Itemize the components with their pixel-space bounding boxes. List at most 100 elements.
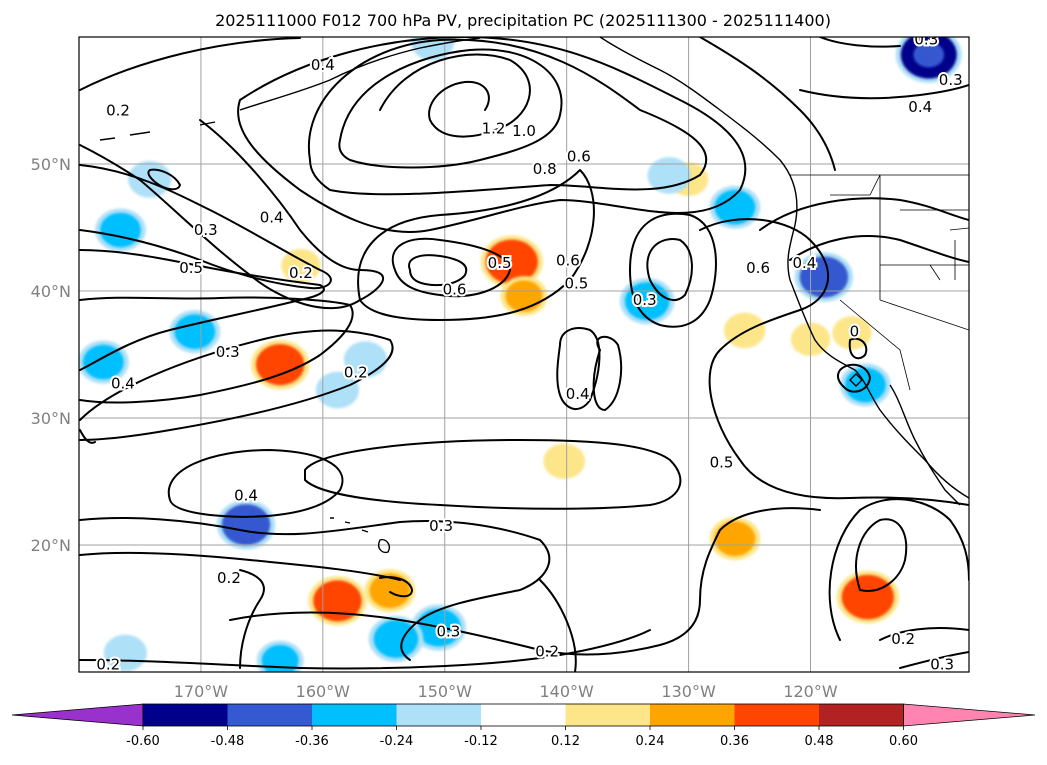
precip-blob-core xyxy=(913,42,945,68)
contour-label: 0.3 xyxy=(939,71,963,89)
contour-label: 0.4 xyxy=(311,56,335,74)
coastline-alaska-chain xyxy=(239,37,481,111)
colorbar-tick-label: -0.12 xyxy=(464,734,498,749)
pv-contour xyxy=(391,237,511,298)
colorbar-extend-min xyxy=(11,703,144,727)
pv-contour xyxy=(556,327,601,410)
pv-contour xyxy=(357,169,595,321)
contour-label: 0.4 xyxy=(792,254,816,272)
lat-tick-label: 30°N xyxy=(31,409,71,428)
pv-contour xyxy=(379,53,531,138)
pv-contour xyxy=(408,254,468,287)
state-borders xyxy=(790,174,969,391)
pv-contour xyxy=(646,238,693,301)
contour-label: 0.3 xyxy=(930,655,954,673)
pv-contour xyxy=(759,197,969,231)
contour-label: 0.3 xyxy=(429,517,453,535)
gridlines xyxy=(79,37,969,672)
contour-label: 0.2 xyxy=(96,655,120,673)
contour-label: 0.6 xyxy=(556,252,580,270)
contour-label: 0.3 xyxy=(633,291,657,309)
contour-label: 0.3 xyxy=(914,31,938,49)
pv-contour xyxy=(899,651,969,669)
pv-contour xyxy=(79,429,96,444)
map-area: 0.4 0.2 1.2 1.0 0.8 0.6 0.4 0.3 0.5 0.2 0.5 0.6 0.5 0… xyxy=(79,31,969,673)
lat-tick-label: 50°N xyxy=(31,155,71,174)
contour-label: 0.2 xyxy=(891,630,915,648)
contour-label: 0.5 xyxy=(179,259,203,277)
colorbar-segment xyxy=(481,704,566,726)
contour-label: 0.2 xyxy=(217,569,241,587)
contour-label: 0.6 xyxy=(746,259,770,277)
lon-tick-label: 150°W xyxy=(418,682,473,701)
lon-tick-label: 170°W xyxy=(174,682,229,701)
map-frame xyxy=(78,36,970,673)
pv-contour xyxy=(879,627,969,641)
pv-contour xyxy=(147,168,181,191)
colorbar: -0.60 -0.48 -0.36 -0.24 -0.12 0.12 0.24 0.36 0.4… xyxy=(11,703,1036,749)
precip-blob xyxy=(369,573,411,609)
pv-contour xyxy=(237,37,747,233)
pv-contour xyxy=(629,212,717,328)
colorbar-segment xyxy=(312,704,397,726)
colorbar-outline xyxy=(142,703,904,727)
coastline-hawaii xyxy=(330,517,390,554)
pv-contour xyxy=(79,629,651,670)
contour-label: 0.2 xyxy=(344,363,368,381)
contour-label: 0.4 xyxy=(111,375,135,393)
contour-label: 0 xyxy=(850,323,860,341)
precip-blob xyxy=(548,447,581,475)
pv-contour xyxy=(167,449,344,518)
contour-label: 0.2 xyxy=(289,264,313,282)
pv-contour xyxy=(79,249,325,371)
coastline-islands xyxy=(99,121,863,387)
pv-contour xyxy=(828,498,969,641)
precip-blob xyxy=(505,280,543,312)
contour-label: 0.8 xyxy=(533,160,557,178)
coastline-north-america xyxy=(599,37,969,499)
precip-blob-core xyxy=(810,266,838,288)
colorbar-tick-label: 0.24 xyxy=(636,734,665,749)
colorbar-tick-label: -0.36 xyxy=(295,734,329,749)
precip-blob-core xyxy=(497,250,527,274)
pv-contour xyxy=(229,507,821,656)
precip-blob-core xyxy=(266,353,294,376)
coastline-baja xyxy=(889,384,961,506)
colorbar-segment xyxy=(565,704,650,726)
latitude-labels: 20°N 30°N 40°N 50°N xyxy=(31,155,71,555)
pv-contour xyxy=(79,296,354,404)
precip-blob xyxy=(261,644,299,672)
colorbar-tick-label: 0.12 xyxy=(551,734,580,749)
pv-contour xyxy=(304,439,682,510)
pv-contour xyxy=(79,551,401,581)
pv-contour xyxy=(239,569,265,669)
pv-contours xyxy=(79,37,969,672)
lon-tick-label: 140°W xyxy=(539,682,594,701)
chart-title: 2025111000 F012 700 hPa PV, precipitatio… xyxy=(215,11,831,30)
precip-blob xyxy=(652,161,686,190)
colorbar-tick-label: -0.24 xyxy=(380,734,414,749)
precip-blob xyxy=(174,314,216,349)
pv-contour xyxy=(699,37,836,171)
precip-blob xyxy=(286,253,316,279)
contour-label: 1.2 xyxy=(482,119,506,137)
contour-label: 0.6 xyxy=(567,147,591,165)
pv-contour xyxy=(539,579,577,672)
pv-contour xyxy=(338,48,563,169)
colorbar-tick-label: 0.48 xyxy=(805,734,834,749)
contour-label: 0.5 xyxy=(710,453,734,471)
contour-label: 0.5 xyxy=(488,254,512,272)
pv-contour xyxy=(819,37,901,48)
colorbar-segment xyxy=(819,704,904,726)
contour-label: 0.4 xyxy=(908,98,932,116)
contour-label: 0.4 xyxy=(260,208,284,226)
contour-label: 0.3 xyxy=(194,221,218,239)
pv-contour xyxy=(79,329,394,441)
pv-contour xyxy=(855,518,908,592)
contour-label: 0.4 xyxy=(566,385,590,403)
lat-tick-label: 20°N xyxy=(31,536,71,555)
coastlines xyxy=(99,37,969,554)
pv-contour xyxy=(799,84,969,100)
contour-label: 0.4 xyxy=(234,486,258,504)
